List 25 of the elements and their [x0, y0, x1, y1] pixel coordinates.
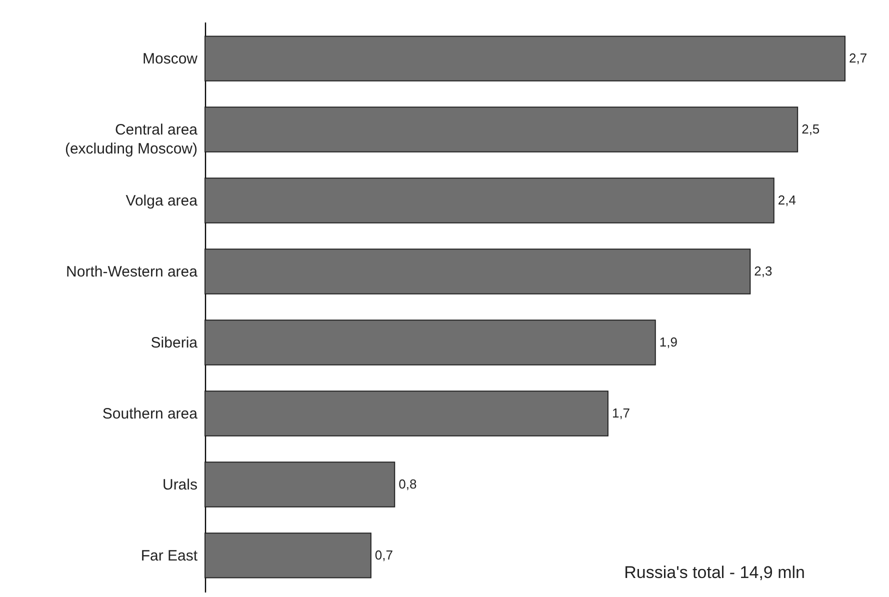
data-label: 2,3 [754, 264, 772, 279]
y-tick-label: Siberia [150, 334, 198, 352]
annotation: Russia's total - 14,9 mln [624, 563, 805, 582]
bar [204, 320, 656, 366]
y-tick-label: Moscow [142, 50, 198, 68]
data-label: 1,9 [659, 334, 678, 350]
y-tick-label: Far East [140, 547, 198, 564]
data-label: 2,5 [802, 122, 820, 137]
bar [204, 390, 608, 436]
y-tick-label: Southern area [102, 405, 198, 422]
bar [204, 462, 396, 508]
data-label: 2,4 [778, 192, 796, 208]
bar [204, 106, 798, 152]
bar [204, 178, 774, 224]
data-label: 2,7 [849, 50, 868, 66]
bar [204, 532, 372, 578]
data-label: 0,8 [398, 476, 417, 492]
bar [204, 36, 846, 82]
y-tick-label: Urals [162, 476, 198, 494]
y-tick-label: Volga area [126, 192, 198, 210]
bar [204, 248, 751, 294]
data-label: 1,7 [612, 405, 630, 420]
y-tick-label: North-Western area [66, 264, 198, 281]
y-tick-label: Central area (excluding Moscow) [64, 122, 198, 158]
data-label: 0,7 [374, 547, 394, 562]
